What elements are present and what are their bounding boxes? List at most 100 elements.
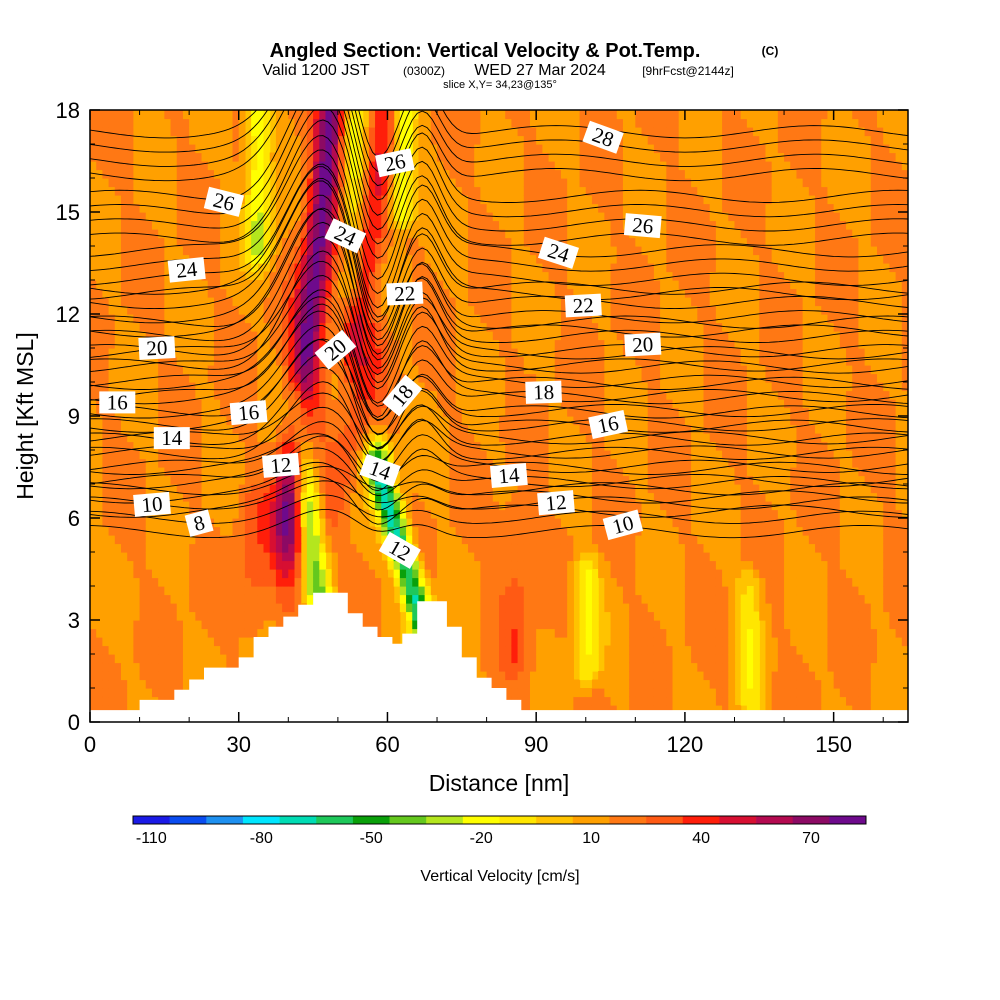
velocity-cell (337, 186, 345, 196)
velocity-cell (468, 135, 475, 145)
velocity-cell (306, 271, 314, 281)
velocity-cell (120, 586, 128, 596)
velocity-cell (213, 526, 221, 536)
velocity-cell (455, 509, 463, 519)
velocity-cell (468, 195, 475, 205)
velocity-cell (207, 543, 215, 553)
velocity-cell (344, 586, 351, 596)
velocity-cell (127, 322, 134, 332)
velocity-cell (362, 263, 370, 273)
velocity-cell (505, 509, 512, 519)
velocity-cell (393, 560, 401, 570)
velocity-cell (102, 492, 110, 502)
velocity-cell (127, 152, 134, 162)
velocity-cell (133, 603, 141, 613)
velocity-cell (443, 237, 451, 247)
velocity-cell (102, 577, 110, 587)
velocity-cell (139, 586, 147, 596)
velocity-cell (145, 135, 153, 145)
velocity-cell (529, 475, 537, 485)
velocity-cell (424, 594, 432, 604)
velocity-cell (511, 365, 519, 375)
velocity-cell (201, 110, 209, 120)
velocity-cell (226, 220, 234, 230)
velocity-cell (319, 365, 327, 375)
velocity-cell (288, 220, 296, 230)
velocity-cell (480, 263, 488, 273)
velocity-cell (182, 237, 190, 247)
velocity-cell (492, 679, 500, 689)
velocity-cell (350, 382, 358, 392)
velocity-cell (164, 594, 172, 604)
velocity-cell (176, 373, 184, 383)
velocity-cell (455, 458, 463, 468)
velocity-cell (368, 450, 376, 460)
velocity-cell (108, 671, 116, 681)
velocity-cell (344, 509, 351, 519)
velocity-cell (499, 484, 506, 494)
velocity-cell (319, 322, 327, 332)
velocity-cell (220, 484, 227, 494)
velocity-cell (393, 492, 401, 502)
velocity-cell (96, 467, 103, 477)
velocity-cell (499, 671, 506, 681)
velocity-cell (313, 203, 320, 213)
velocity-cell (325, 144, 333, 154)
velocity-cell (133, 543, 141, 553)
velocity-cell (505, 424, 512, 434)
velocity-cell (201, 246, 209, 256)
velocity-cell (344, 535, 351, 545)
velocity-cell (375, 407, 382, 417)
velocity-cell (437, 382, 444, 392)
velocity-cell (232, 305, 240, 315)
velocity-cell (269, 569, 277, 579)
velocity-cell (430, 365, 438, 375)
velocity-cell (96, 118, 103, 128)
velocity-cell (294, 220, 302, 230)
velocity-cell (418, 501, 426, 511)
velocity-cell (455, 203, 463, 213)
velocity-cell (238, 373, 246, 383)
velocity-cell (424, 373, 432, 383)
velocity-cell (232, 628, 240, 638)
velocity-cell (319, 475, 327, 485)
velocity-cell (189, 118, 196, 128)
velocity-cell (356, 552, 364, 562)
velocity-cell (90, 586, 97, 596)
velocity-cell (517, 271, 525, 281)
velocity-cell (244, 356, 252, 366)
velocity-cell (282, 178, 289, 188)
velocity-cell (263, 195, 271, 205)
velocity-cell (294, 280, 302, 290)
velocity-cell (133, 339, 141, 349)
velocity-cell (151, 407, 159, 417)
velocity-cell (486, 118, 494, 128)
velocity-cell (486, 195, 494, 205)
velocity-cell (226, 569, 234, 579)
velocity-cell (499, 203, 506, 213)
velocity-cell (368, 356, 376, 366)
velocity-cell (468, 203, 475, 213)
velocity-cell (158, 526, 165, 536)
velocity-cell (474, 305, 482, 315)
velocity-cell (387, 127, 395, 137)
velocity-cell (220, 637, 227, 647)
velocity-cell (387, 416, 395, 426)
velocity-cell (90, 509, 97, 519)
velocity-cell (232, 339, 240, 349)
velocity-cell (430, 552, 438, 562)
velocity-cell (393, 212, 401, 222)
velocity-cell (424, 407, 432, 417)
velocity-cell (294, 348, 302, 358)
velocity-cell (529, 645, 537, 655)
velocity-cell (306, 161, 314, 171)
velocity-cell (257, 628, 265, 638)
velocity-cell (139, 110, 147, 120)
velocity-cell (195, 373, 203, 383)
velocity-cell (517, 169, 525, 179)
velocity-cell (238, 577, 246, 587)
velocity-cell (424, 297, 432, 307)
velocity-cell (461, 237, 469, 247)
velocity-cell (331, 399, 339, 409)
velocity-cell (480, 127, 488, 137)
